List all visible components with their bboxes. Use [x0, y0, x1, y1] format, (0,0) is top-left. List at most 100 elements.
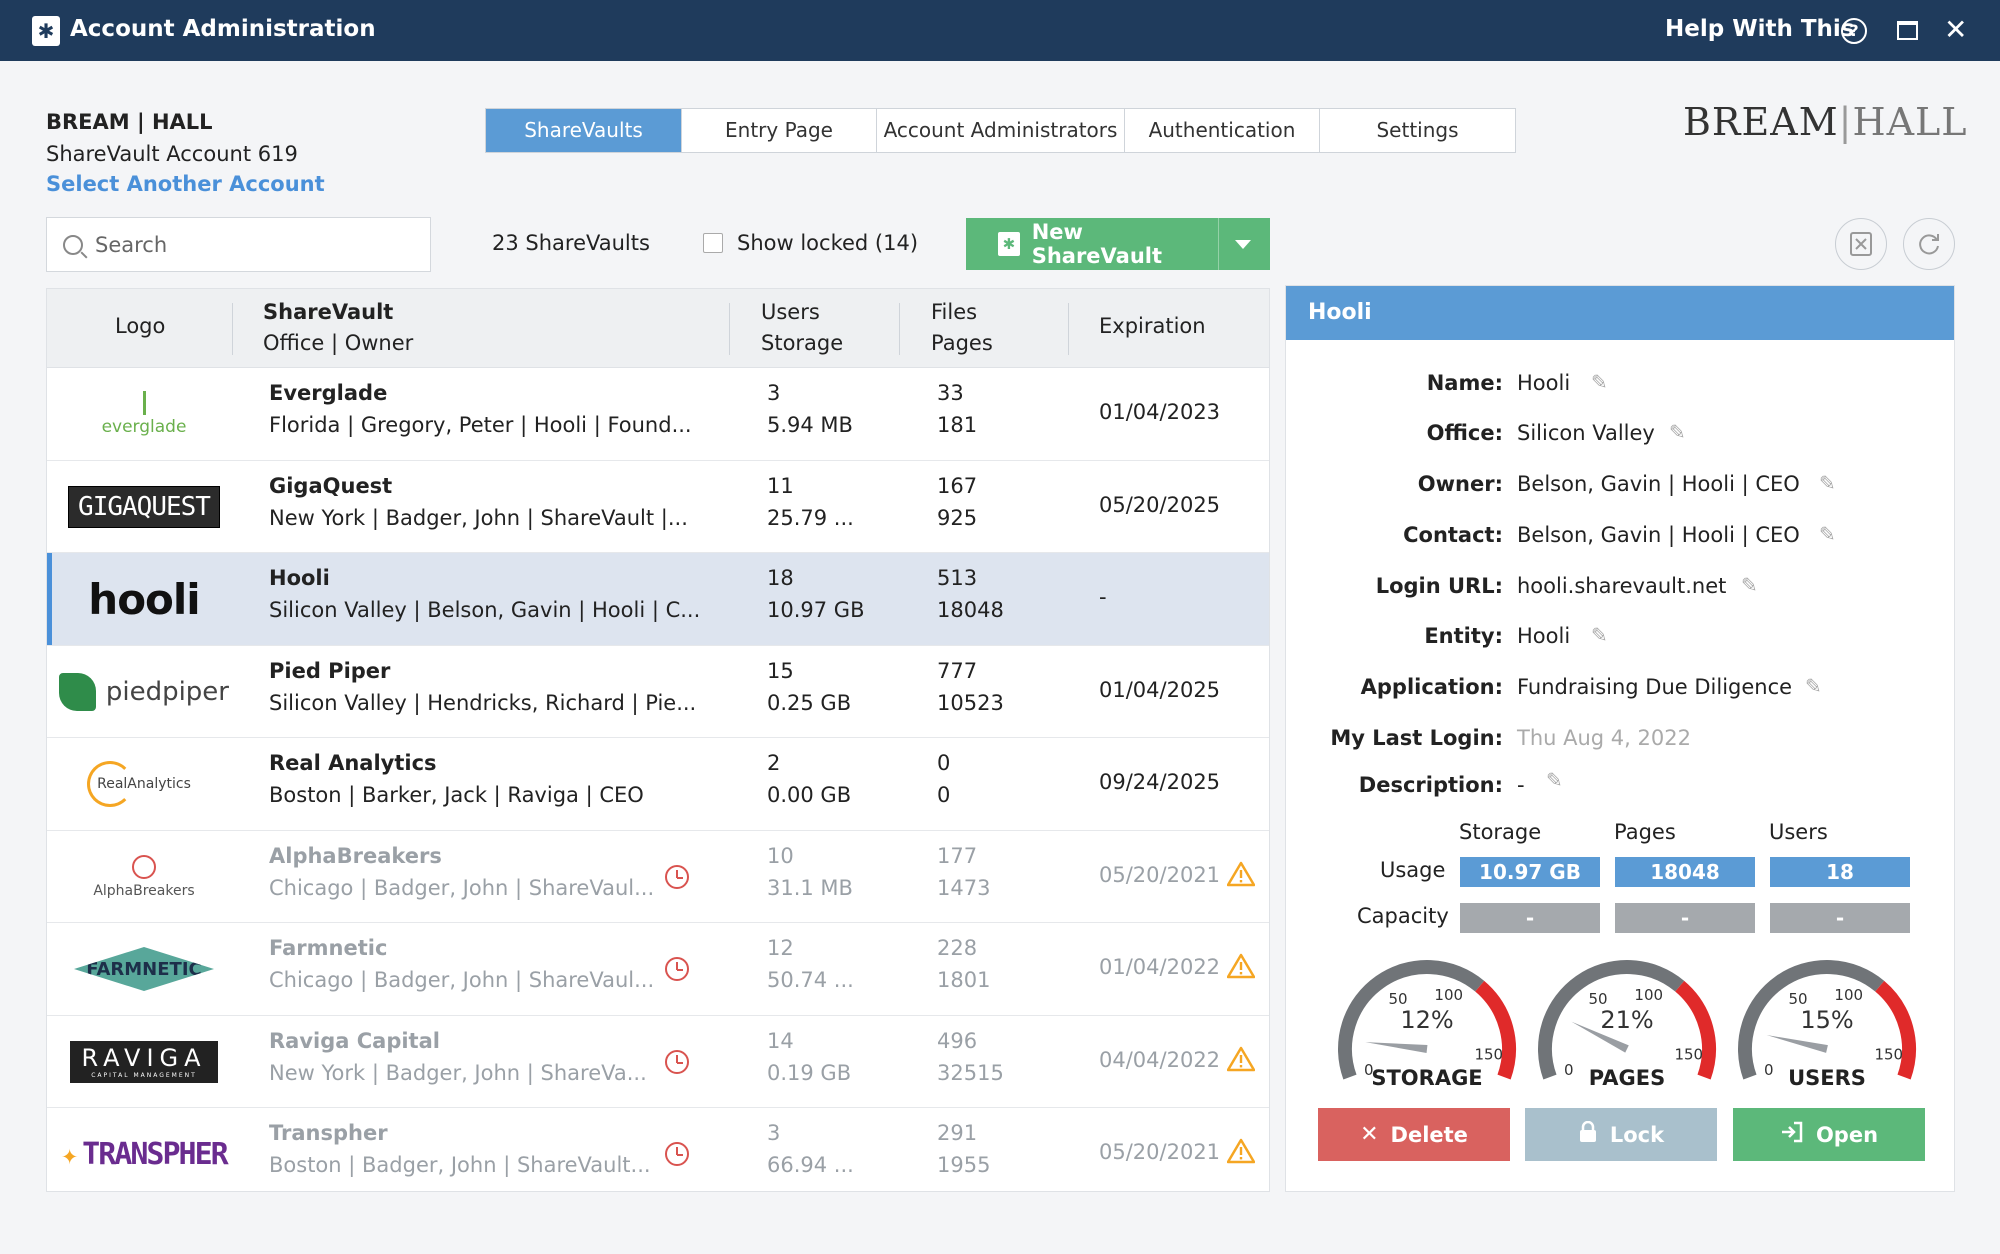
- sharevault-name: Farmnetic: [269, 936, 388, 960]
- office-owner: Silicon Valley | Hendricks, Richard | Pi…: [269, 690, 697, 715]
- refresh-icon[interactable]: [1903, 218, 1955, 270]
- gauge-svg: 0 50 100 150 15%: [1738, 960, 1916, 1080]
- expiration-date: -: [1099, 585, 1107, 609]
- gigaquest-logo-text: GIGAQUEST: [68, 485, 220, 528]
- tab-account-administrators[interactable]: Account Administrators: [877, 109, 1125, 152]
- gauge-svg: 0 50 100 150 12%: [1338, 960, 1516, 1080]
- usage-col-storage: Storage: [1459, 820, 1542, 844]
- gauge-redzone: [1675, 980, 1716, 1080]
- gauge-tick-label: 50: [1788, 990, 1807, 1008]
- farmnetic-logo: FARMNETIC: [59, 933, 229, 1005]
- button-divider: [1218, 218, 1219, 270]
- sharevault-table: Logo ShareVault Office | Owner Users Sto…: [46, 288, 1270, 1192]
- show-locked-label: Show locked (14): [737, 231, 919, 255]
- edit-description-pencil-icon[interactable]: ✎: [1546, 768, 1563, 792]
- expiration-date: 01/04/2023: [1099, 400, 1221, 424]
- office-value: Silicon Valley: [1517, 421, 1655, 445]
- table-row-locked[interactable]: AlphaBreakers AlphaBreakers Chicago | Ba…: [47, 831, 1269, 923]
- sharevault-count: 23 ShareVaults: [492, 231, 650, 255]
- tab-sharevaults[interactable]: ShareVaults: [486, 109, 682, 152]
- edit-office-pencil-icon[interactable]: ✎: [1669, 420, 1686, 444]
- col-sharevault[interactable]: ShareVault Office | Owner: [263, 297, 413, 359]
- sharevault-name: Real Analytics: [269, 751, 437, 775]
- sharevault-name: Raviga Capital: [269, 1028, 440, 1053]
- col-users-storage[interactable]: Users Storage: [761, 297, 843, 359]
- alphabreakers-logo-text: AlphaBreakers: [93, 882, 195, 899]
- pages-count: 0: [937, 783, 951, 807]
- edit-application-pencil-icon[interactable]: ✎: [1805, 674, 1822, 698]
- owner-label: Owner:: [1417, 472, 1503, 496]
- close-icon[interactable]: ✕: [1944, 13, 1968, 46]
- lock-label: Lock: [1609, 1122, 1665, 1147]
- table-row[interactable]: everglade Everglade Florida | Gregory, P…: [47, 368, 1269, 461]
- table-row-locked[interactable]: ✦ TRANSPHER Transpher Boston | Badger, J…: [47, 1108, 1269, 1191]
- select-another-account-link[interactable]: Select Another Account: [46, 172, 325, 196]
- lock-icon: [1578, 1120, 1598, 1149]
- storage-size: 66.94 ...: [767, 1153, 854, 1177]
- office-owner: Florida | Gregory, Peter | Hooli | Found…: [269, 413, 692, 437]
- col-logo[interactable]: Logo: [115, 314, 166, 338]
- table-row[interactable]: RealAnalytics Real Analytics Boston | Ba…: [47, 738, 1269, 831]
- storage-size: 0.25 GB: [767, 690, 852, 715]
- delete-button[interactable]: ✕ Delete: [1318, 1108, 1510, 1161]
- table-row-locked[interactable]: FARMNETIC Farmnetic Chicago | Badger, Jo…: [47, 923, 1269, 1016]
- table-row-selected[interactable]: hooli Hooli Silicon Valley | Belson, Gav…: [47, 553, 1269, 646]
- edit-owner-pencil-icon[interactable]: ✎: [1819, 471, 1836, 495]
- sharevault-name: AlphaBreakers: [269, 843, 442, 868]
- users-count: 2: [767, 751, 781, 775]
- gauge-needle: [1365, 1042, 1428, 1053]
- pages-count: 18048: [937, 598, 1004, 622]
- table-row-locked[interactable]: RAVIGA CAPITAL MANAGEMENT Raviga Capital…: [47, 1016, 1269, 1108]
- open-label: Open: [1815, 1122, 1879, 1147]
- storage-size: 25.79 ...: [767, 505, 854, 530]
- lock-button[interactable]: Lock: [1525, 1108, 1717, 1161]
- pages-count: 1801: [937, 968, 991, 992]
- chevron-down-icon[interactable]: [1235, 239, 1251, 249]
- everglade-logo-text: everglade: [101, 417, 187, 437]
- col-files-pages[interactable]: Files Pages: [931, 297, 993, 359]
- tab-settings[interactable]: Settings: [1376, 118, 1459, 142]
- show-locked-checkbox[interactable]: [703, 233, 723, 253]
- edit-name-pencil-icon[interactable]: ✎: [1591, 370, 1608, 394]
- gauge-track: [1538, 960, 1685, 1080]
- help-link[interactable]: Help With This: [1665, 16, 1855, 42]
- new-sharevault-button[interactable]: ✱ New ShareVault: [966, 218, 1270, 270]
- name-label: Name:: [1426, 371, 1503, 395]
- everglade-logo-mark: [142, 391, 146, 415]
- search-input[interactable]: [95, 232, 415, 257]
- help-icon[interactable]: ?: [1841, 18, 1867, 44]
- gauge-track: [1738, 960, 1885, 1080]
- expiration-date: 01/04/2022: [1099, 955, 1221, 979]
- open-button[interactable]: Open: [1733, 1108, 1925, 1161]
- col-pages-label: Pages: [931, 331, 993, 355]
- pages-count: 1473: [937, 875, 991, 900]
- col-files-label: Files: [931, 300, 978, 324]
- edit-contact-pencil-icon[interactable]: ✎: [1819, 522, 1836, 546]
- table-row[interactable]: GIGAQUEST GigaQuest New York | Badger, J…: [47, 461, 1269, 553]
- maximize-icon[interactable]: [1897, 21, 1918, 40]
- storage-size: 0.19 GB: [767, 1060, 852, 1085]
- storage-gauge: 0 50 100 150 12%: [1332, 954, 1522, 1084]
- show-locked-toggle[interactable]: Show locked (14): [703, 231, 918, 255]
- tab-authentication[interactable]: Authentication: [1125, 109, 1320, 152]
- account-name: BREAM | HALL: [46, 110, 213, 134]
- col-users-label: Users: [761, 300, 820, 324]
- account-number: ShareVault Account 619: [46, 142, 298, 166]
- app-logo-icon: ✱: [32, 16, 60, 46]
- table-header: Logo ShareVault Office | Owner Users Sto…: [47, 289, 1269, 368]
- excel-export-icon[interactable]: [1835, 218, 1887, 270]
- col-expiration[interactable]: Expiration: [1099, 314, 1206, 338]
- office-owner: Boston | Badger, John | ShareVault...: [269, 1153, 651, 1177]
- tab-entry-page[interactable]: Entry Page: [682, 109, 877, 152]
- col-divider: [232, 303, 233, 355]
- edit-entity-pencil-icon[interactable]: ✎: [1591, 623, 1608, 647]
- edit-login-url-pencil-icon[interactable]: ✎: [1741, 573, 1758, 597]
- new-sharevault-main[interactable]: ✱ New ShareVault: [966, 220, 1218, 268]
- storage-size: 50.74 ...: [767, 968, 854, 992]
- expiration-date: 09/24/2025: [1099, 770, 1221, 794]
- gauge-tick-label: 0: [1764, 1061, 1774, 1079]
- storage-size: 31.1 MB: [767, 875, 853, 900]
- capacity-users-bar: -: [1770, 903, 1910, 933]
- search-box[interactable]: [46, 217, 431, 272]
- table-row[interactable]: piedpiper Pied Piper Silicon Valley | He…: [47, 646, 1269, 738]
